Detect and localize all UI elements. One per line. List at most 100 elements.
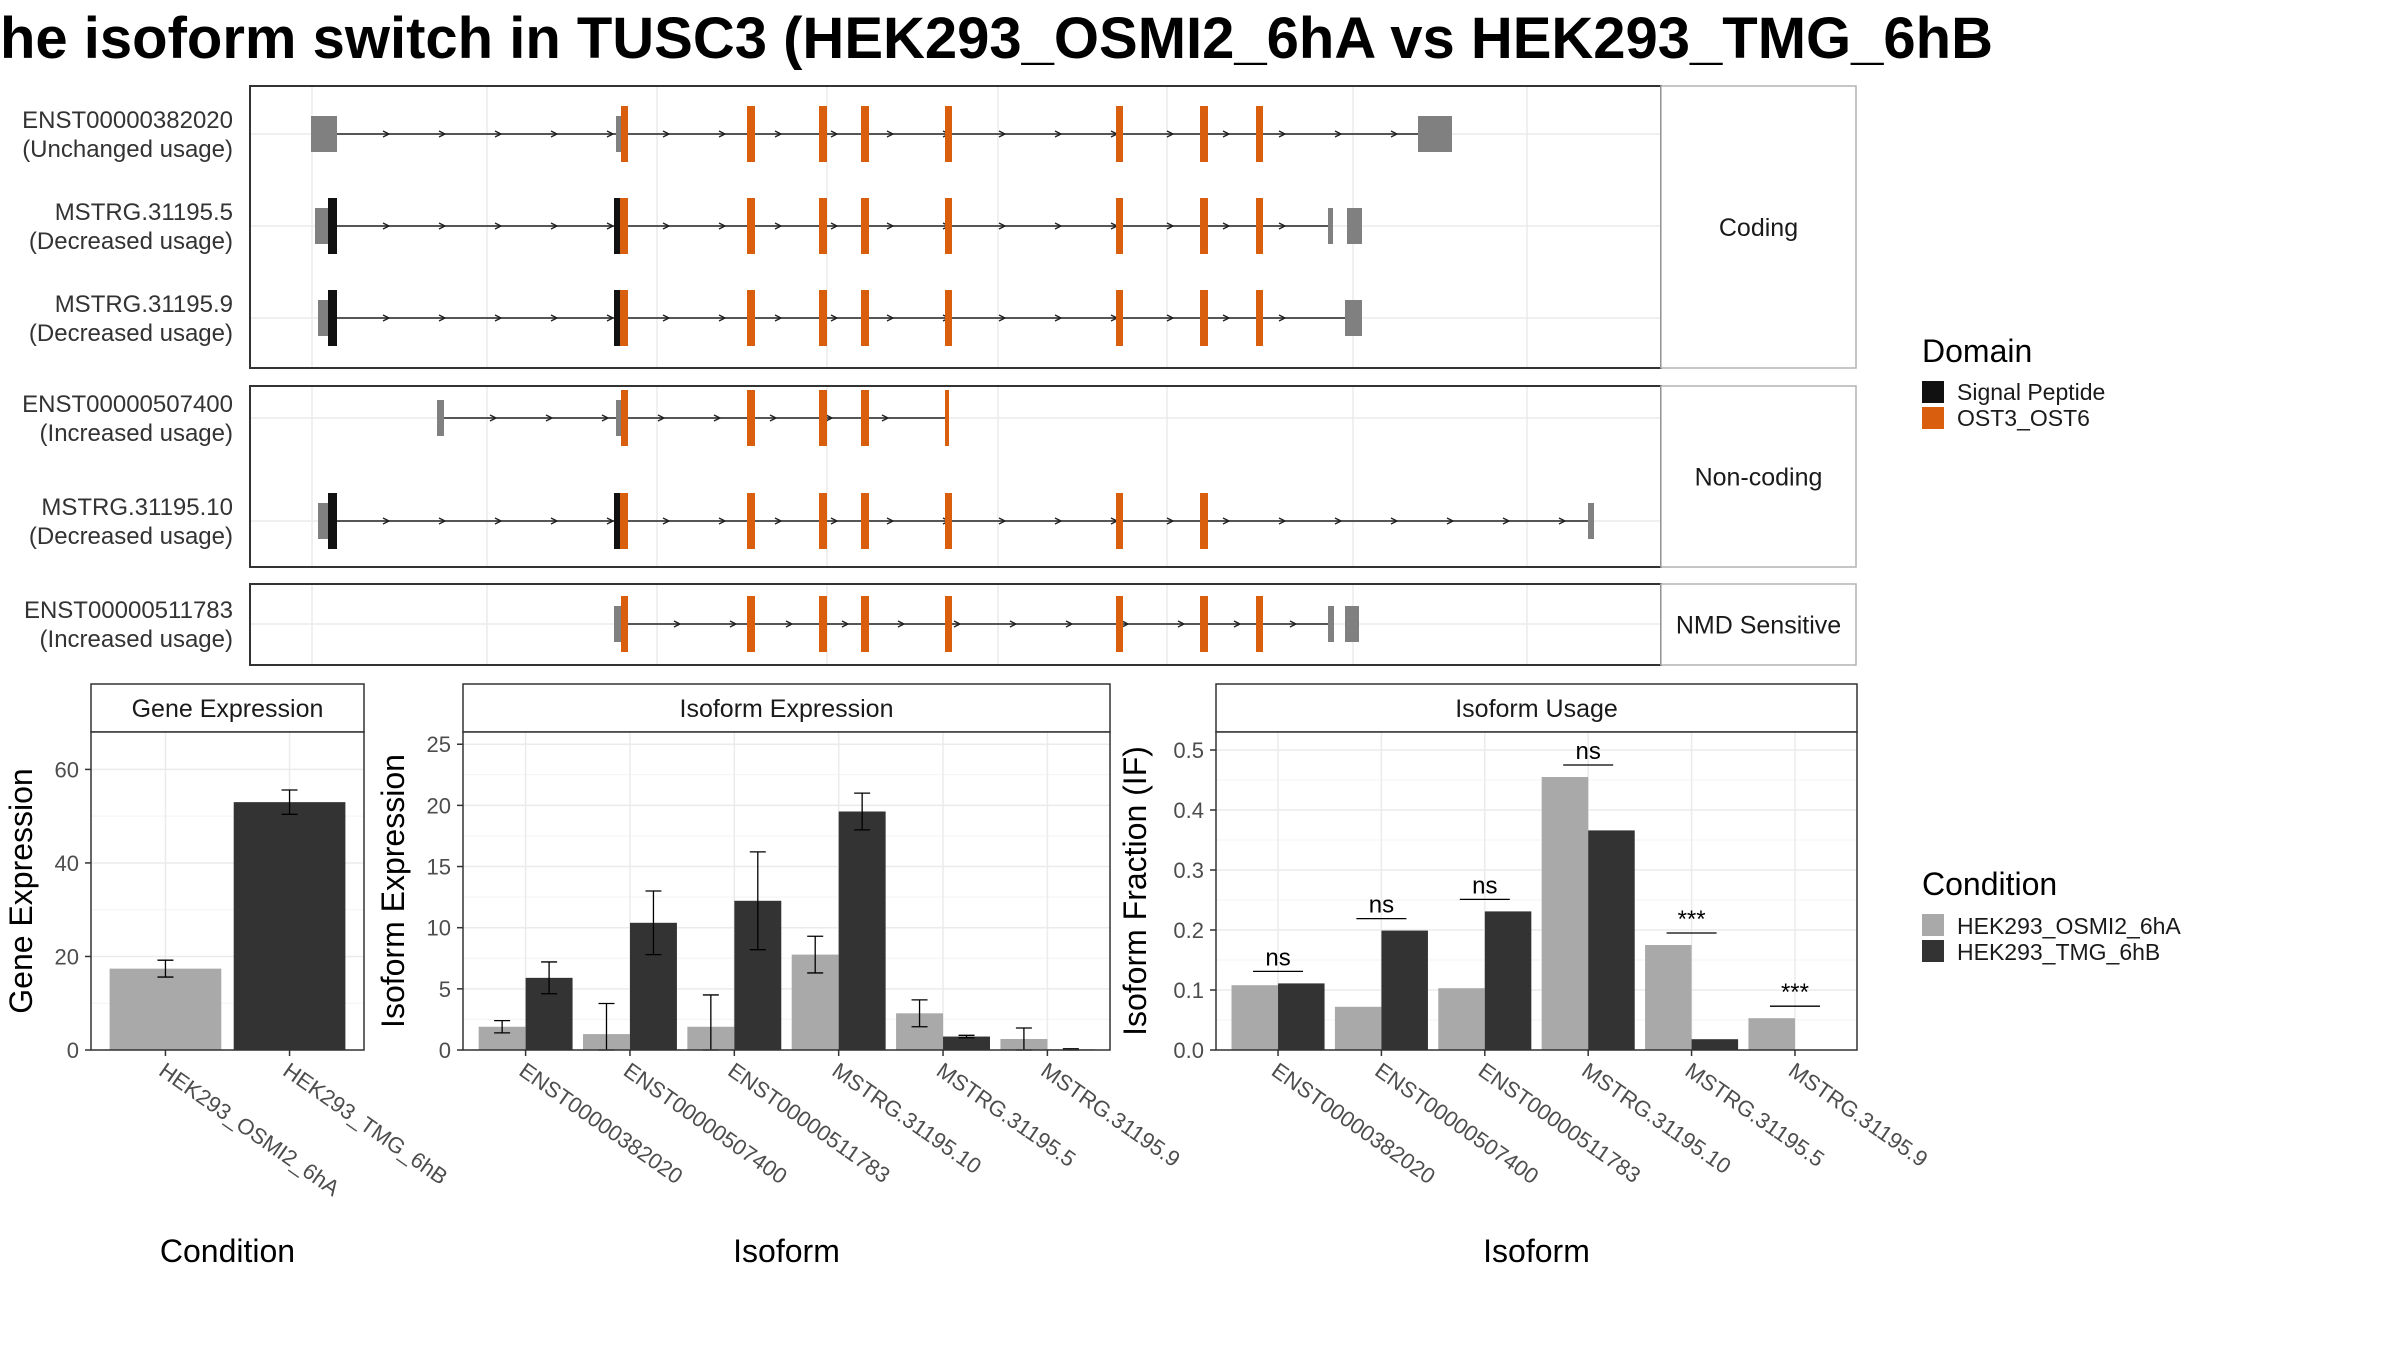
strand-arrow <box>545 414 554 422</box>
utr-block <box>1345 300 1350 336</box>
strand-arrow <box>1278 314 1287 322</box>
strand-arrow <box>774 314 783 322</box>
strand-arrow <box>830 314 839 322</box>
ost-domain-block <box>861 493 869 549</box>
ost-domain-block <box>1256 596 1263 652</box>
strand-arrow <box>830 130 839 138</box>
domain-legend-swatch <box>1922 381 1944 403</box>
panel-strip-label: Isoform Expression <box>680 695 894 723</box>
strand-arrow <box>774 222 783 230</box>
y-axis-title: Gene Expression <box>3 768 39 1013</box>
utr-block <box>318 503 328 539</box>
y-tick-label: 0.1 <box>1173 978 1204 1003</box>
strand-arrow <box>825 414 834 422</box>
y-tick-label: 0.5 <box>1173 738 1204 763</box>
ost-domain-block <box>747 596 755 652</box>
y-tick-label: 10 <box>427 916 451 941</box>
ost-domain-block <box>1256 198 1263 254</box>
strand-arrow <box>1054 222 1063 230</box>
signal-peptide-block <box>614 198 620 254</box>
ost-domain-block <box>1116 290 1123 346</box>
strand-arrow <box>897 620 906 628</box>
strand-arrow <box>1166 517 1175 525</box>
plot-border <box>90 731 365 1051</box>
strand-arrow <box>998 314 1007 322</box>
strand-arrow <box>953 620 962 628</box>
signal-peptide-block <box>614 290 620 346</box>
bar <box>838 811 886 1050</box>
transcript-usage-label: (Decreased usage) <box>29 523 233 550</box>
strand-arrow <box>438 222 447 230</box>
y-tick-label: 0.3 <box>1173 858 1204 883</box>
bar <box>1588 830 1635 1050</box>
strand-arrow <box>886 517 895 525</box>
utr-block <box>318 300 328 336</box>
strand-arrow <box>1334 517 1343 525</box>
utr-block <box>1350 300 1362 336</box>
strand-arrow <box>886 222 895 230</box>
ost-domain-block <box>1116 596 1123 652</box>
strand-arrow <box>662 517 671 525</box>
ost-domain-block <box>861 596 869 652</box>
condition-legend-label: HEK293_OSMI2_6hA <box>1957 913 2181 939</box>
figure-title: he isoform switch in TUSC3 (HEK293_OSMI2… <box>0 6 1993 71</box>
bar <box>1748 1018 1795 1050</box>
y-tick-label: 15 <box>427 855 451 880</box>
ost-domain-block <box>747 493 755 549</box>
strand-arrow <box>830 517 839 525</box>
strand-arrow <box>550 314 559 322</box>
y-axis-title: Isoform Fraction (IF) <box>1117 746 1153 1036</box>
significance-label: ns <box>1576 738 1601 765</box>
strand-arrow <box>769 414 778 422</box>
ost-domain-block <box>861 290 869 346</box>
ost-domain-block <box>945 198 952 254</box>
strand-arrow <box>550 222 559 230</box>
utr-block <box>1418 116 1452 152</box>
strand-arrow <box>494 517 503 525</box>
strand-arrow <box>1065 620 1074 628</box>
x-axis-title: Isoform <box>733 1233 840 1269</box>
domain-legend-label: OST3_OST6 <box>1957 405 2090 431</box>
strand-arrow <box>1054 517 1063 525</box>
strand-arrow <box>606 130 615 138</box>
plot-border <box>462 731 1111 1051</box>
ost-domain-block <box>621 596 628 652</box>
strand-arrow <box>830 222 839 230</box>
strand-arrow <box>785 620 794 628</box>
domain-legend-swatch <box>1922 407 1944 429</box>
strand-arrow <box>673 620 682 628</box>
ost-domain-block <box>1116 106 1123 162</box>
utr-block <box>616 116 623 152</box>
bar <box>1381 930 1428 1050</box>
strand-arrow <box>1233 620 1242 628</box>
bar <box>1334 1006 1382 1050</box>
structure-strip <box>1660 385 1857 568</box>
ost-domain-block <box>861 390 869 446</box>
strand-arrow <box>1446 517 1455 525</box>
transcript-usage-label: (Increased usage) <box>40 626 233 653</box>
strand-arrow <box>1278 222 1287 230</box>
strand-arrow <box>1289 620 1298 628</box>
bar <box>943 1036 990 1050</box>
strand-arrow <box>1166 314 1175 322</box>
strand-arrow <box>1222 314 1231 322</box>
bar <box>1541 777 1589 1050</box>
strand-arrow <box>550 130 559 138</box>
ost-domain-block <box>1200 596 1208 652</box>
panel-strip-label: Gene Expression <box>132 695 324 723</box>
strand-arrow <box>1222 130 1231 138</box>
condition-legend-swatch <box>1922 914 1944 936</box>
strand-arrow <box>1278 130 1287 138</box>
ost-domain-block <box>819 198 827 254</box>
transcript-usage-label: (Unchanged usage) <box>22 136 233 163</box>
bar <box>1278 983 1325 1050</box>
structure-group-label: Coding <box>1719 214 1798 242</box>
bar <box>109 968 222 1050</box>
strand-arrow <box>550 517 559 525</box>
strand-arrow <box>886 314 895 322</box>
ost-domain-block <box>1256 290 1263 346</box>
strand-arrow <box>489 414 498 422</box>
strand-arrow <box>494 222 503 230</box>
y-tick-label: 20 <box>55 944 79 969</box>
